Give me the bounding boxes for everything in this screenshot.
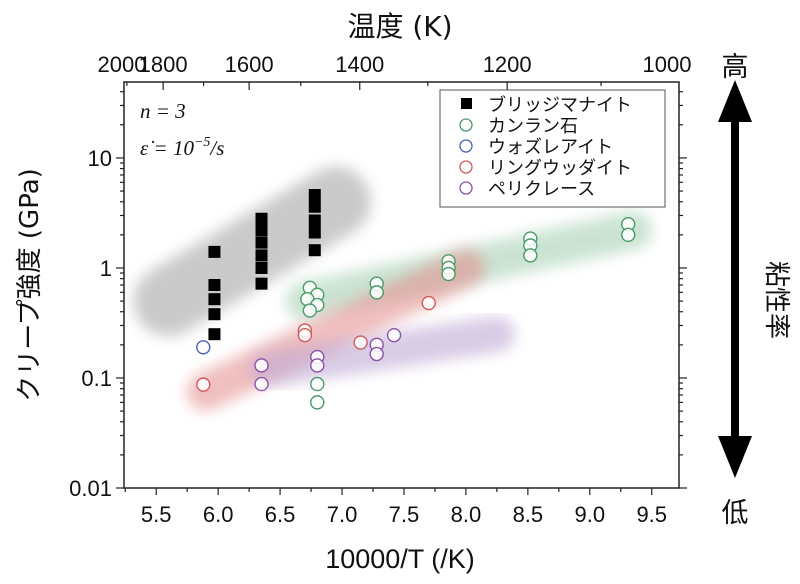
x-tick-label: 9.5 xyxy=(636,502,667,527)
viscosity-label: 粘性率 xyxy=(761,261,791,339)
data-point xyxy=(302,303,318,318)
data-point xyxy=(421,295,436,311)
y-tick-label: 1 xyxy=(100,256,112,281)
y-axis-ticks: 0.01 0.1 1 10 xyxy=(69,91,687,501)
viscosity-high-label: 高 xyxy=(722,52,749,83)
top-tick-label: 1000 xyxy=(643,52,692,77)
x-tick-label: 7.0 xyxy=(327,502,358,527)
data-point xyxy=(196,340,211,355)
x-tick-label: 7.5 xyxy=(389,502,420,527)
x-tick-label: 8.0 xyxy=(451,502,482,527)
data-point xyxy=(441,266,456,282)
bridgmanite-point xyxy=(208,308,221,321)
data-point xyxy=(196,377,211,392)
arrow-up-icon xyxy=(718,80,752,122)
x-tick-label: 9.0 xyxy=(575,502,606,527)
legend-marker-circle-icon xyxy=(459,181,473,195)
y-tick-label: 0.1 xyxy=(81,366,112,391)
bridgmanite-point xyxy=(308,214,321,227)
x-tick-label: 6.0 xyxy=(203,502,234,527)
annotation-stress-exponent: n = 3 xyxy=(140,99,186,123)
legend-marker-circle-icon xyxy=(459,118,473,132)
bridgmanite-band xyxy=(133,166,371,337)
top-tick-label: 1200 xyxy=(483,52,532,77)
data-point xyxy=(353,335,368,350)
top-tick-label: 1800 xyxy=(139,52,188,77)
bridgmanite-point xyxy=(255,277,268,290)
x-axis-ticks: 5.5 6.0 6.5 7.0 7.5 8.0 8.5 9.0 9.5 xyxy=(124,488,667,527)
legend-label: ペリクレース xyxy=(488,179,595,200)
y-axis-label: クリープ強度 (GPa) xyxy=(15,168,45,402)
x-tick-label: 8.5 xyxy=(513,502,544,527)
y-tick-label: 10 xyxy=(88,146,112,171)
bridgmanite-point xyxy=(208,293,221,306)
bridgmanite-point xyxy=(308,226,321,239)
bridgmanite-point xyxy=(255,249,268,262)
annotation-strain-rate: ε̇ = 10−5/s xyxy=(140,135,224,160)
data-point xyxy=(254,358,269,373)
bridgmanite-point xyxy=(308,200,321,213)
data-point xyxy=(369,346,384,362)
bridgmanite-point xyxy=(255,212,268,225)
x-axis-label: 10000/T (/K) xyxy=(325,544,475,574)
viscosity-low-label: 低 xyxy=(722,498,749,529)
legend-label: リングウッダイト xyxy=(488,158,632,179)
bridgmanite-point xyxy=(308,189,321,202)
data-point xyxy=(310,395,325,410)
x-tick-label: 6.5 xyxy=(265,502,296,527)
ringwoodite-band xyxy=(186,248,485,411)
legend-marker-square-icon xyxy=(461,98,472,109)
top-axis-title: 温度 (K) xyxy=(347,10,452,43)
top-tick-label: 1600 xyxy=(225,52,274,77)
viscosity-arrow: 高 粘性率 低 xyxy=(718,52,791,529)
legend-label: カンラン石 xyxy=(488,116,578,137)
data-point xyxy=(386,327,402,343)
top-tick-label: 1400 xyxy=(335,52,384,77)
legend-label: ブリッジマナイト xyxy=(488,94,632,116)
data-point xyxy=(254,376,269,392)
data-point xyxy=(523,248,538,263)
data-point xyxy=(369,285,384,300)
trend-bands xyxy=(133,166,653,411)
data-point xyxy=(297,327,313,343)
y-tick-label: 0.01 xyxy=(69,476,112,501)
data-points xyxy=(196,189,636,410)
legend-marker-circle-icon xyxy=(459,139,473,153)
bridgmanite-point xyxy=(255,261,268,274)
top-tick-label: 2000 xyxy=(98,52,147,77)
bridgmanite-point xyxy=(208,328,221,341)
data-point xyxy=(310,358,325,373)
x-tick-label: 5.5 xyxy=(141,502,172,527)
data-point xyxy=(621,227,636,243)
legend-marker-circle-icon xyxy=(459,160,473,174)
bridgmanite-point xyxy=(208,279,221,291)
bridgmanite-point xyxy=(308,244,321,257)
legend-label: ウォズレアイト xyxy=(488,137,613,158)
arrow-down-icon xyxy=(718,436,752,478)
data-point xyxy=(310,376,325,392)
bridgmanite-point xyxy=(255,224,268,237)
bridgmanite-point xyxy=(208,245,221,258)
bridgmanite-point xyxy=(255,236,268,249)
